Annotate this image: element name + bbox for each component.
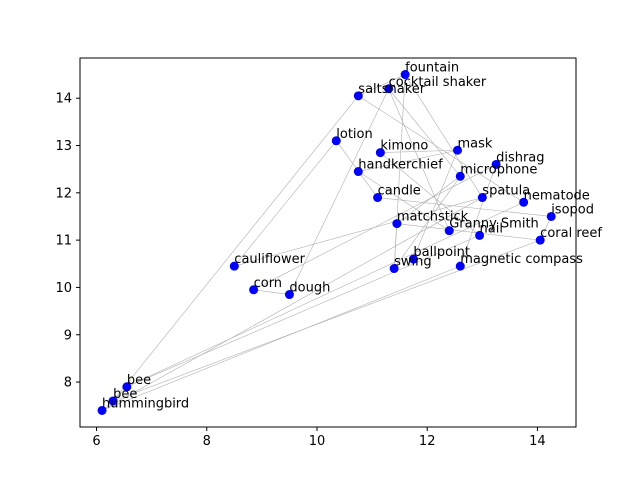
data-point [373,193,383,203]
y-tick-label: 14 [55,92,72,107]
data-point [546,211,556,221]
data-point [455,261,465,271]
point-label: kimono [380,139,428,154]
x-tick-label: 6 [92,434,100,449]
point-label: cauliflower [234,252,305,267]
point-label: handkerchief [358,158,443,173]
point-label: spatula [482,184,530,199]
data-point [353,167,363,177]
data-point [477,193,487,203]
point-label: fountain [405,61,459,76]
connection-line [459,164,497,267]
data-point [535,235,545,245]
y-tick-label: 8 [64,376,72,391]
connection-line [380,149,458,153]
data-point [249,285,259,295]
data-point [229,261,239,271]
point-label: corn [254,276,282,291]
connection-line [289,88,389,295]
point-label: isopod [551,202,594,217]
data-point [475,230,485,240]
connection-line [112,239,541,402]
data-point [519,197,529,207]
data-point [491,159,501,169]
connection-line [101,265,461,411]
data-point [331,136,341,146]
y-axis: 8 9 10 11 12 13 14 [55,92,80,391]
connection-line [413,150,458,260]
point-label: coral reef [540,226,602,241]
x-tick-label: 8 [203,434,211,449]
data-point [108,396,118,406]
connection-line [234,197,483,267]
data-point [455,171,465,181]
point-label: magnetic compass [460,252,583,267]
connection-line [253,289,290,295]
connection-line [388,88,461,177]
x-axis: 6 8 10 12 14 [92,427,546,449]
data-point [392,219,402,229]
connection-line [358,149,458,172]
y-tick-label: 12 [55,186,72,201]
point-label: matchstick [397,210,469,225]
connection-line [234,140,337,267]
connection-line [377,197,552,217]
data-point [384,84,394,94]
connection-line [404,74,483,198]
data-point [389,264,399,274]
point-label: swing [394,255,432,270]
y-tick-label: 11 [55,234,72,249]
point-label: hummingbird [102,396,189,411]
point-label: mask [458,136,493,151]
y-tick-label: 10 [55,281,72,296]
connection-line [126,235,480,388]
connection-line [112,95,359,402]
point-label: cocktail shaker [389,75,487,90]
point-label: dishrag [496,150,544,165]
points-layer [97,70,556,415]
point-label: Granny Smith [449,217,539,232]
data-point [400,70,410,80]
connection-line [358,74,406,97]
data-point [444,226,454,236]
connection-line [393,223,398,269]
y-tick-label: 9 [64,328,72,343]
data-point [375,148,385,158]
point-label: bee [113,387,137,402]
connection-line [396,176,461,224]
point-label: lotion [336,127,372,142]
data-point [284,290,294,300]
point-label: candle [378,184,421,199]
x-tick-label: 12 [419,434,436,449]
x-tick-label: 10 [309,434,326,449]
data-point [453,145,463,155]
point-label: bee [127,373,151,388]
point-label: saltshaker [358,82,425,97]
connection-line [393,176,461,269]
connection-line [380,152,480,236]
data-point [122,382,132,392]
plot-area-frame [79,57,577,428]
data-point [97,405,107,415]
connection-line [126,202,524,388]
connection-line [358,95,524,203]
point-label: ballpoint [413,245,470,260]
data-point [353,91,363,101]
y-tick-label: 13 [55,139,72,154]
connection-line [388,88,450,231]
connection-line [396,223,541,241]
point-label: microphone [460,162,537,177]
connection-line [358,171,450,231]
point-label: nematode [524,188,590,203]
x-tick-label: 14 [529,434,546,449]
point-label: dough [289,281,330,296]
connection-line [101,197,483,411]
data-point [408,254,418,264]
point-label: nail [480,221,503,236]
